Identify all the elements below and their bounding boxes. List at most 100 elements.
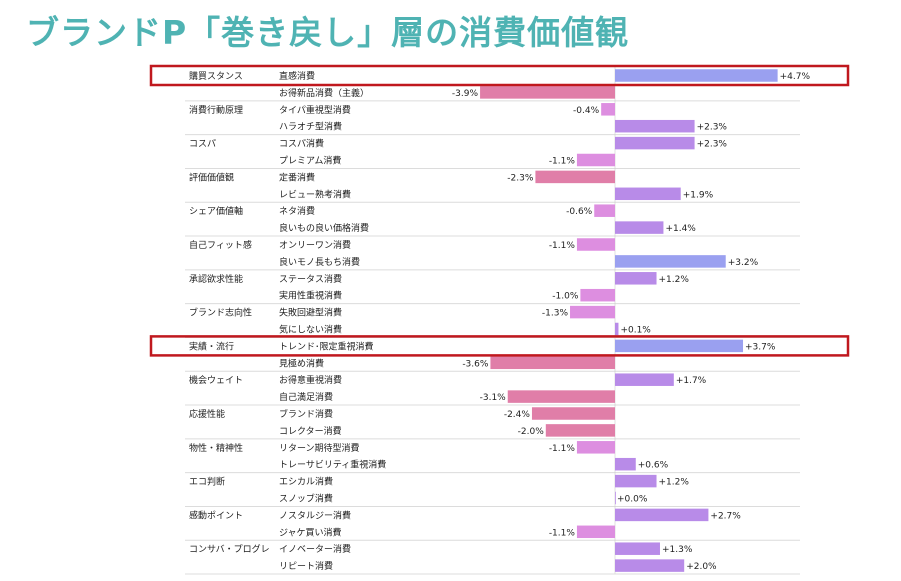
value-label: +2.0%	[686, 562, 717, 572]
row-label: プレミアム消費	[279, 155, 341, 167]
value-label: -0.6%	[566, 207, 593, 217]
row-label: ステータス消費	[279, 273, 342, 285]
bar	[615, 136, 695, 150]
value-label: +3.7%	[745, 342, 776, 352]
row-label: 直感消費	[279, 70, 315, 82]
value-label: +1.2%	[659, 275, 690, 285]
value-label: -2.0%	[518, 427, 545, 437]
value-label: +3.2%	[728, 258, 759, 268]
value-label: -3.1%	[480, 393, 507, 403]
bar	[594, 204, 615, 217]
group-label: コンサバ・プログレ	[189, 543, 270, 555]
row-label: タイパ重視型消費	[279, 104, 351, 116]
row-label: ジャケ買い消費	[279, 526, 342, 538]
row-label: リターン期待型消費	[279, 442, 360, 454]
group-label: 消費行動原理	[189, 104, 243, 116]
bar	[576, 441, 615, 454]
bar	[615, 221, 664, 234]
group-label: シェア価値軸	[189, 205, 243, 217]
bar	[615, 119, 695, 133]
value-label: +0.6%	[638, 461, 669, 471]
row-label: 実用性重視消費	[279, 290, 342, 302]
highlight-boxes	[149, 64, 850, 357]
bar	[576, 153, 615, 167]
value-label: -1.1%	[549, 241, 576, 251]
bar	[615, 272, 657, 285]
bars	[480, 69, 778, 572]
group-label: 購買スタンス	[189, 70, 243, 82]
value-label: -3.9%	[452, 89, 479, 99]
bar	[601, 103, 615, 116]
value-label: +4.7%	[780, 72, 811, 82]
row-label: お得新品消費（主義）	[279, 87, 369, 99]
bar	[490, 356, 615, 370]
value-label: +1.9%	[683, 190, 714, 200]
row-label: トレーサビリティ重視消費	[279, 459, 386, 471]
bar	[480, 86, 615, 99]
row-label: 失敗回避型消費	[279, 307, 342, 319]
bar	[615, 508, 709, 522]
bar	[570, 305, 615, 319]
row-label: 定番消費	[279, 171, 315, 183]
group-label: エコ判断	[189, 476, 225, 488]
value-label: +1.3%	[662, 545, 693, 555]
value-label: -1.3%	[542, 309, 569, 319]
row-label: コレクター消費	[279, 425, 342, 437]
row-label: イノベーター消費	[279, 543, 351, 555]
row-label: ブランド消費	[279, 408, 333, 420]
row-label: 気にしない消費	[279, 324, 342, 336]
value-label: -2.3%	[507, 173, 534, 183]
row-label: リピート消費	[279, 560, 333, 572]
group-label: ブランド志向性	[189, 307, 252, 319]
bar	[545, 424, 615, 437]
value-label: +1.2%	[659, 478, 690, 488]
group-label: 機会ウェイト	[189, 374, 243, 386]
value-label: +0.1%	[620, 326, 651, 336]
row-label: ハラオチ型消費	[279, 121, 342, 133]
bar	[580, 288, 615, 302]
bar	[615, 187, 681, 201]
row-label: コスパ消費	[279, 138, 324, 150]
bar	[576, 238, 615, 251]
page-title: ブランドP「巻き戻し」層の消費価値観	[26, 13, 630, 52]
bar	[615, 373, 674, 386]
row-label: レビュー熟考消費	[279, 188, 351, 200]
value-label: +0.0%	[617, 495, 648, 505]
highlight-box	[149, 335, 850, 357]
value-label: -0.4%	[573, 106, 600, 116]
bar	[615, 322, 619, 336]
row-label: ノスタルジー消費	[279, 509, 351, 521]
row-label: トレンド･限定重視消費	[279, 340, 374, 352]
value-label: +2.3%	[697, 123, 728, 133]
row-label: エシカル消費	[279, 476, 333, 488]
bar	[615, 542, 660, 555]
row-label: 良いもの良い価格消費	[279, 222, 369, 234]
bar	[615, 339, 744, 353]
group-label: 感動ポイント	[189, 509, 243, 521]
group-label: 応援性能	[189, 408, 225, 420]
group-label: 実績・流行	[189, 340, 234, 352]
value-label: +1.7%	[676, 376, 707, 386]
value-label: -1.1%	[549, 157, 576, 167]
value-labels: +4.7% -3.9% -0.4% +2.3% +2.3% -1.1% -2.3% +1.9%…	[452, 72, 811, 572]
value-label: -2.4%	[504, 410, 531, 420]
bar	[531, 407, 615, 420]
value-label: -1.0%	[552, 292, 579, 302]
group-label: 物性・精神性	[189, 442, 243, 454]
group-label: 評価価値観	[189, 171, 234, 183]
bar	[507, 390, 615, 403]
row-label: 自己満足消費	[279, 391, 333, 403]
value-label: +2.3%	[697, 140, 728, 150]
value-label: -3.6%	[462, 359, 489, 369]
bar	[615, 255, 726, 268]
bar	[615, 559, 685, 572]
bar	[615, 69, 778, 82]
group-label: 承認欲求性能	[189, 273, 243, 285]
value-label: +1.4%	[665, 224, 696, 234]
bar	[535, 170, 615, 184]
row-label: お得意重視消費	[279, 374, 342, 386]
group-label: 自己フィット感	[189, 239, 252, 251]
highlight-box	[149, 64, 850, 87]
bar	[615, 474, 657, 488]
